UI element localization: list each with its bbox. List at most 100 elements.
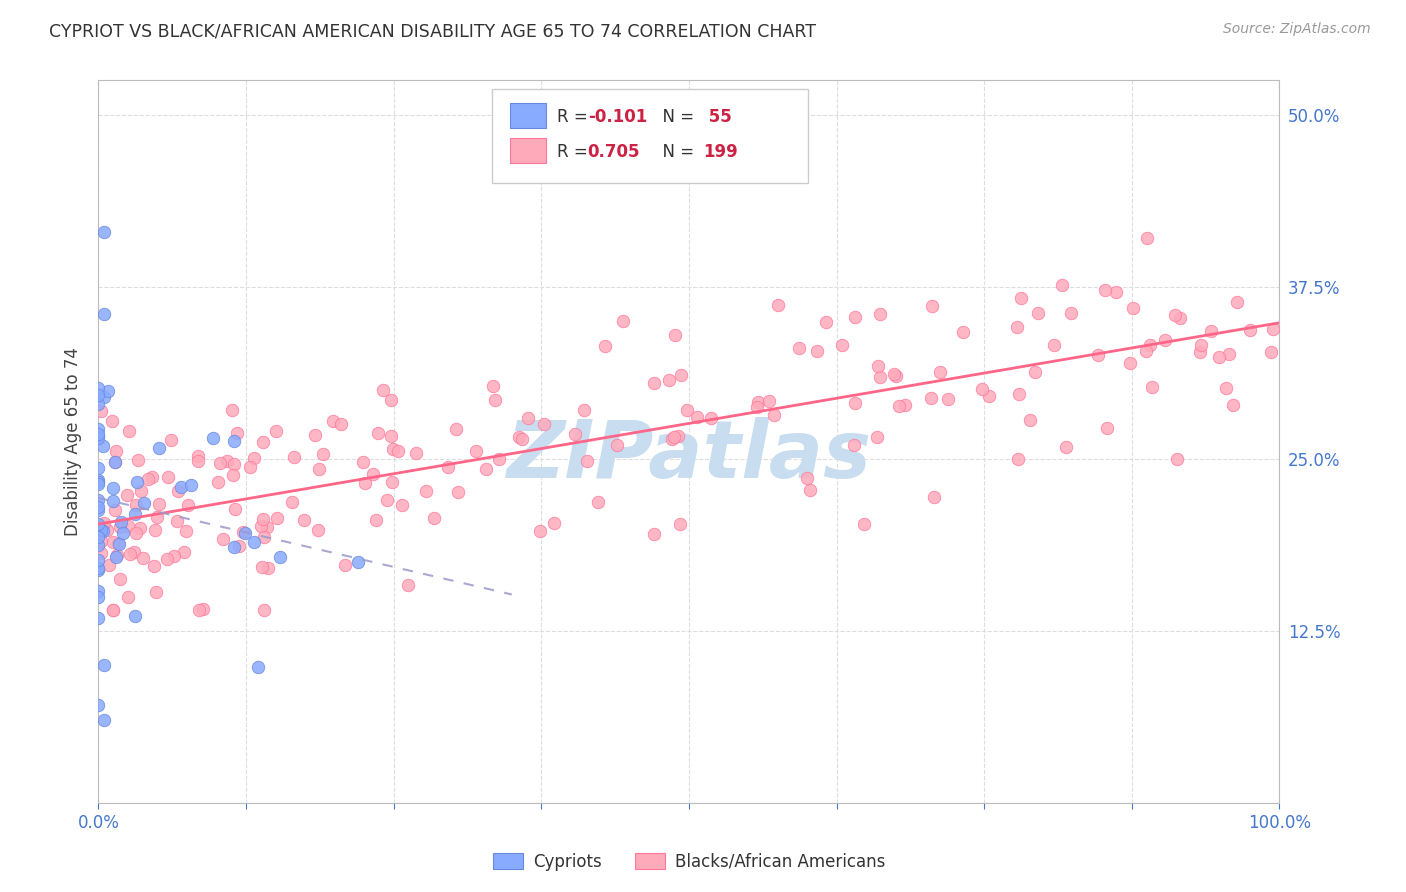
Text: Source: ZipAtlas.com: Source: ZipAtlas.com bbox=[1223, 22, 1371, 37]
Text: N =: N = bbox=[652, 108, 700, 126]
Point bbox=[1060, 306, 1083, 320]
Point bbox=[669, 516, 692, 531]
Point bbox=[1095, 420, 1118, 434]
Point bbox=[1239, 323, 1261, 337]
Point bbox=[87, 583, 110, 598]
Point bbox=[222, 468, 245, 483]
Point bbox=[322, 414, 344, 428]
Point bbox=[831, 337, 853, 351]
Point bbox=[564, 426, 586, 441]
Point bbox=[87, 473, 110, 487]
Point bbox=[201, 431, 224, 445]
Point bbox=[387, 444, 409, 458]
Point bbox=[105, 549, 128, 564]
Text: CYPRIOT VS BLACK/AFRICAN AMERICAN DISABILITY AGE 65 TO 74 CORRELATION CHART: CYPRIOT VS BLACK/AFRICAN AMERICAN DISABI… bbox=[49, 22, 817, 40]
Point bbox=[796, 471, 818, 485]
Point bbox=[87, 538, 110, 552]
Point bbox=[977, 389, 1000, 403]
Point bbox=[98, 558, 121, 572]
Point bbox=[475, 462, 498, 476]
Text: N =: N = bbox=[652, 143, 700, 161]
Point bbox=[97, 384, 120, 398]
Point bbox=[117, 488, 139, 502]
Point bbox=[108, 537, 131, 551]
Point bbox=[207, 475, 229, 490]
Point bbox=[101, 481, 124, 495]
Point bbox=[224, 434, 246, 448]
Point bbox=[90, 533, 112, 548]
Point bbox=[488, 452, 510, 467]
Point bbox=[889, 399, 911, 413]
Point bbox=[1054, 440, 1077, 454]
Point bbox=[87, 561, 110, 575]
Point bbox=[191, 602, 214, 616]
Point bbox=[972, 383, 994, 397]
Point bbox=[516, 411, 538, 425]
Text: 199: 199 bbox=[703, 143, 738, 161]
Point bbox=[747, 394, 769, 409]
Point bbox=[481, 379, 503, 393]
Point bbox=[101, 494, 124, 508]
Point bbox=[1140, 380, 1163, 394]
Point bbox=[1139, 338, 1161, 352]
Point bbox=[367, 425, 389, 440]
Point bbox=[90, 404, 112, 418]
Point bbox=[662, 430, 685, 444]
Point bbox=[675, 403, 697, 417]
Point bbox=[484, 393, 506, 408]
Point bbox=[612, 313, 634, 327]
Point bbox=[842, 438, 865, 452]
Point bbox=[508, 430, 530, 444]
Point bbox=[361, 467, 384, 482]
Point bbox=[252, 560, 274, 574]
Point bbox=[1119, 356, 1142, 370]
Point bbox=[224, 502, 246, 516]
Point bbox=[929, 365, 952, 379]
Point bbox=[105, 443, 128, 458]
Point bbox=[156, 551, 179, 566]
Point bbox=[308, 462, 330, 476]
Point bbox=[132, 495, 155, 509]
Point bbox=[233, 526, 256, 541]
Point bbox=[243, 450, 266, 465]
Point bbox=[187, 449, 209, 463]
Point bbox=[1199, 324, 1222, 338]
Point bbox=[246, 659, 269, 673]
Point bbox=[745, 400, 768, 414]
Point bbox=[533, 417, 555, 431]
Point bbox=[127, 475, 149, 490]
Point bbox=[307, 523, 329, 537]
Point bbox=[145, 584, 167, 599]
Point bbox=[217, 454, 239, 468]
Point bbox=[304, 428, 326, 442]
Point bbox=[283, 450, 305, 465]
Point bbox=[160, 433, 183, 447]
Point bbox=[415, 484, 437, 499]
Point bbox=[391, 498, 413, 512]
Point bbox=[173, 545, 195, 559]
Point bbox=[799, 483, 821, 497]
Point bbox=[132, 551, 155, 566]
Point bbox=[353, 475, 375, 490]
Point bbox=[257, 560, 280, 574]
Legend: Cypriots, Blacks/African Americans: Cypriots, Blacks/African Americans bbox=[486, 847, 891, 878]
Point bbox=[1136, 230, 1159, 244]
Point bbox=[90, 545, 112, 559]
Point bbox=[593, 338, 616, 352]
Point bbox=[666, 428, 689, 442]
Point bbox=[93, 713, 115, 727]
Point bbox=[329, 417, 352, 432]
Point bbox=[292, 513, 315, 527]
Point bbox=[382, 442, 405, 456]
Point bbox=[166, 514, 188, 528]
Point bbox=[222, 457, 245, 471]
Point bbox=[936, 392, 959, 406]
Point bbox=[187, 603, 209, 617]
Point bbox=[437, 459, 460, 474]
Point bbox=[1189, 338, 1212, 352]
Point bbox=[252, 512, 274, 526]
Point bbox=[574, 403, 596, 417]
Point bbox=[352, 455, 374, 469]
Point bbox=[167, 484, 190, 499]
Text: ZIPatlas: ZIPatlas bbox=[506, 417, 872, 495]
